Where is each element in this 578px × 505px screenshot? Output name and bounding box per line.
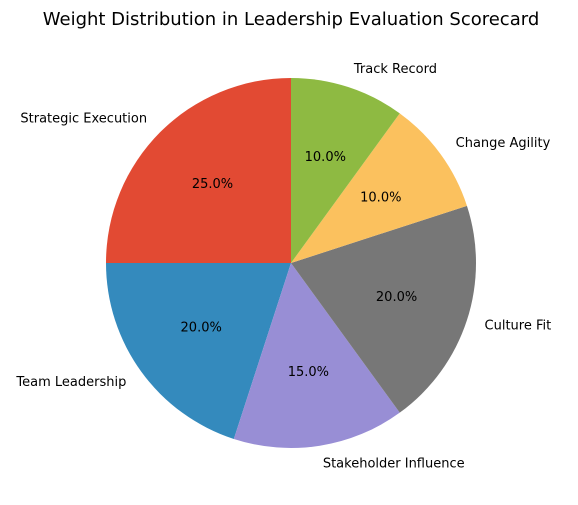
- category-label-strategic-execution: Strategic Execution: [20, 112, 147, 127]
- pct-label-culture-fit: 20.0%: [376, 290, 417, 305]
- pct-label-strategic-execution: 25.0%: [192, 177, 233, 192]
- category-label-team-leadership: Team Leadership: [15, 375, 126, 390]
- category-label-stakeholder-influence: Stakeholder Influence: [323, 456, 465, 471]
- category-label-track-record: Track Record: [353, 62, 437, 77]
- chart-title: Weight Distribution in Leadership Evalua…: [43, 9, 540, 30]
- pie-percentage-labels: 25.0% 20.0% 15.0% 20.0% 10.0% 10.0%: [181, 150, 418, 380]
- pie-slice-track-record: [291, 78, 400, 263]
- pie-slice-change-agility: [291, 113, 467, 264]
- pct-label-stakeholder-influence: 15.0%: [288, 365, 329, 380]
- category-label-culture-fit: Culture Fit: [485, 318, 552, 333]
- pie-slices: [106, 78, 477, 449]
- pie-slice-strategic-execution: [106, 78, 291, 263]
- pie-slice-team-leadership: [106, 263, 291, 439]
- pct-label-team-leadership: 20.0%: [181, 321, 222, 336]
- pct-label-change-agility: 10.0%: [360, 190, 401, 205]
- pie-category-labels: Strategic Execution Team Leadership Stakeh…: [15, 62, 551, 472]
- pie-slice-culture-fit: [291, 205, 477, 413]
- category-label-change-agility: Change Agility: [456, 136, 551, 151]
- pie-slice-stakeholder-influence: [233, 263, 400, 449]
- pct-label-track-record: 10.0%: [305, 150, 346, 165]
